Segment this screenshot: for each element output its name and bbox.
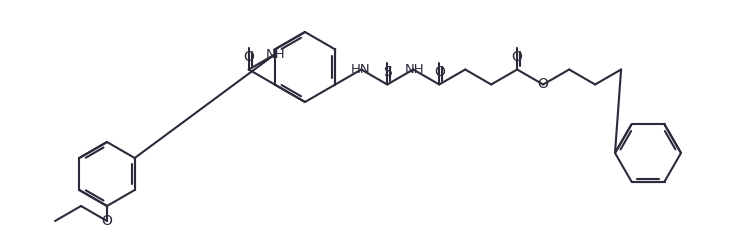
Text: NH: NH xyxy=(405,63,424,76)
Text: O: O xyxy=(512,50,523,64)
Text: O: O xyxy=(102,214,112,228)
Text: O: O xyxy=(538,78,548,91)
Text: S: S xyxy=(383,65,391,79)
Text: NH: NH xyxy=(266,48,285,61)
Text: O: O xyxy=(243,50,254,64)
Text: O: O xyxy=(434,65,445,79)
Text: HN: HN xyxy=(350,63,370,76)
